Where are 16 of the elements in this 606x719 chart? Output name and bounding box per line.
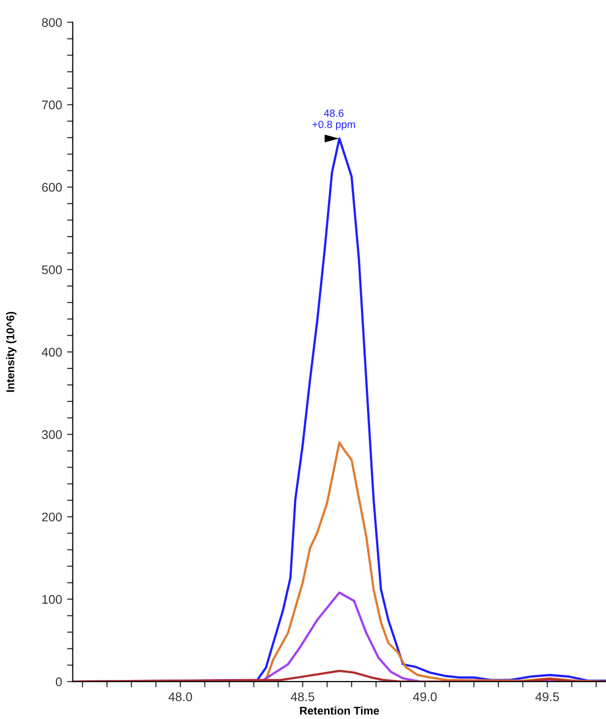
x-tick-label: 48.0: [168, 692, 192, 702]
x-tick-label: 49.5: [535, 692, 559, 702]
x-axis-title: Retention Time: [300, 706, 380, 715]
annotation: 48.6 +0.8 ppm: [312, 110, 355, 130]
y-tick-label: 0: [56, 677, 62, 686]
y-tick-label: 600: [42, 182, 62, 192]
y-tick-label: 100: [42, 594, 62, 604]
y-tick-label: 200: [42, 512, 62, 522]
x-tick-label: 49.0: [413, 692, 437, 702]
y-tick-label: 400: [42, 348, 62, 357]
y-tick-label: 800: [42, 18, 62, 27]
y-tick-label: 300: [42, 430, 62, 440]
y-tick-label: 500: [42, 265, 62, 274]
y-tick-label: 700: [42, 100, 62, 110]
x-tick-label: 48.5: [290, 692, 314, 702]
y-axis-title: Intensity (10^6): [6, 312, 16, 392]
